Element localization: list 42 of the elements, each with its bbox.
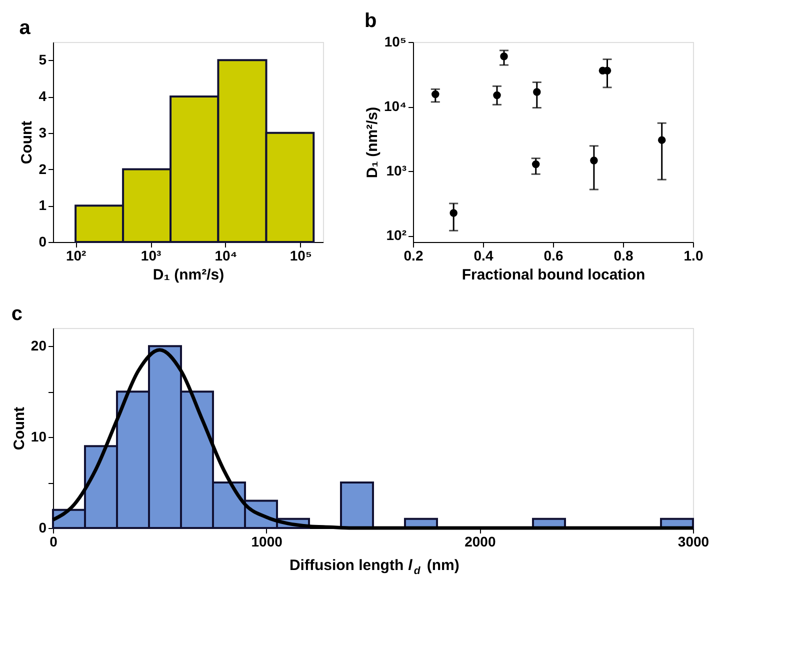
y-tick-label: 20 xyxy=(30,338,47,354)
y-tick-label: 1 xyxy=(38,197,47,214)
y-tick-label: 3 xyxy=(38,124,47,140)
x-tick-label: 1000 xyxy=(251,534,283,550)
x-tick-label: 0.8 xyxy=(614,248,634,264)
y-tick-label: 0 xyxy=(38,520,47,536)
x-tick-label: 2000 xyxy=(464,534,496,550)
point xyxy=(533,88,541,96)
chart-title: c xyxy=(11,303,23,325)
y-axis-title: Count xyxy=(18,120,36,164)
point xyxy=(500,52,508,60)
x-tick-label: 10² xyxy=(66,248,87,264)
x-axis-title: D₁ (nm²/s) xyxy=(152,266,224,284)
x-tick-label: 10⁵ xyxy=(290,248,312,264)
x-axis-title: Fractional bound location xyxy=(462,266,646,284)
point xyxy=(532,160,540,168)
point xyxy=(493,91,501,100)
y-tick-label: 0 xyxy=(38,234,47,250)
y-tick-label: 2 xyxy=(38,160,47,177)
y-tick-label: 10³ xyxy=(386,162,407,179)
x-tick-label: 1.0 xyxy=(684,248,704,264)
y-tick-label: 10⁴ xyxy=(384,98,407,114)
chart-title: a xyxy=(19,17,32,39)
y-tick-label: 10⁵ xyxy=(384,34,406,50)
point xyxy=(432,90,440,98)
y-tick-label: 10 xyxy=(30,428,47,445)
chart-title: b xyxy=(364,10,377,32)
x-tick-label: 0.6 xyxy=(544,248,564,264)
x-tick-label: 10⁴ xyxy=(214,248,238,264)
x-tick-label: 0.2 xyxy=(404,248,424,264)
y-tick-label: 5 xyxy=(38,52,47,68)
x-tick-label: 0.4 xyxy=(474,248,494,264)
point xyxy=(658,136,666,144)
y-axis-title: D₁ (nm²/s) xyxy=(364,106,382,178)
x-tick-label: 10³ xyxy=(140,248,162,264)
y-axis-title: Count xyxy=(10,406,28,450)
x-tick-label: 3000 xyxy=(678,534,710,550)
x-tick-label: 0 xyxy=(50,534,58,550)
point xyxy=(590,156,598,164)
point xyxy=(450,209,458,217)
y-tick-label: 10² xyxy=(386,227,407,244)
y-tick-label: 4 xyxy=(38,88,47,104)
